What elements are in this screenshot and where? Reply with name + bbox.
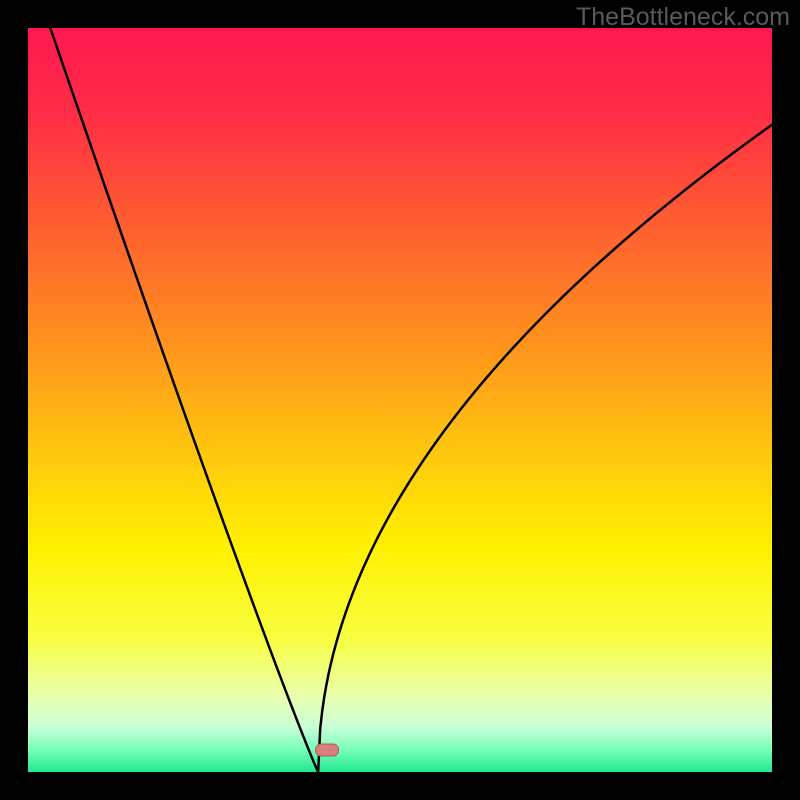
- bottleneck-curve: [50, 28, 772, 772]
- watermark-text: TheBottleneck.com: [576, 3, 790, 32]
- bottleneck-chart: TheBottleneck.com: [0, 0, 800, 800]
- plot-area: [28, 28, 772, 772]
- curve-svg: [28, 28, 772, 772]
- optimum-marker: [315, 744, 339, 757]
